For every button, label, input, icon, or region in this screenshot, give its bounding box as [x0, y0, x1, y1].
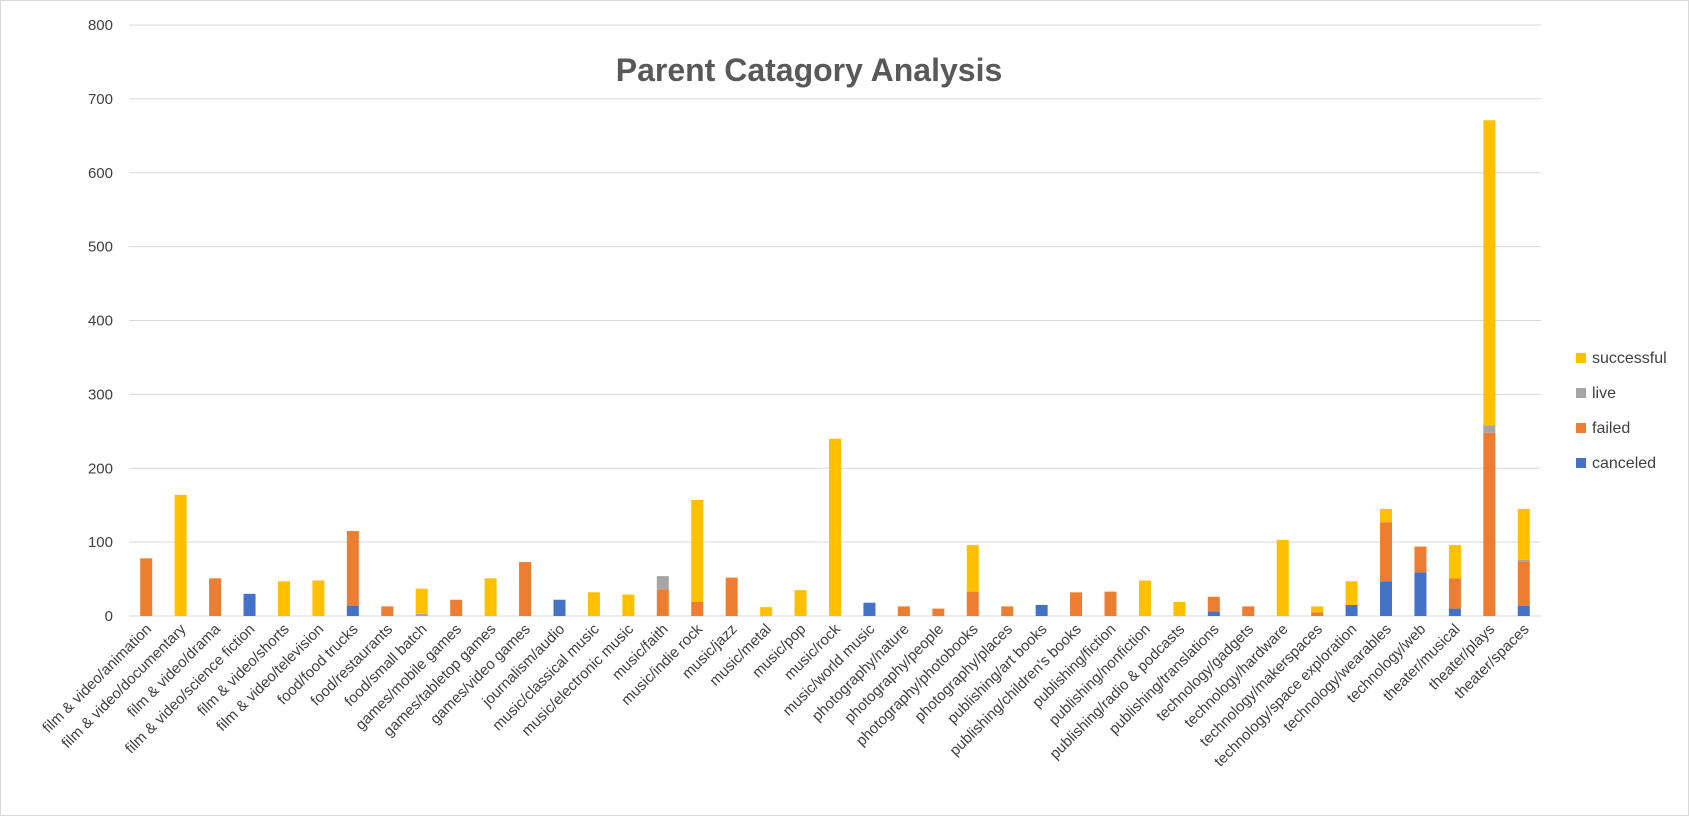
bar-segment-failed	[897, 606, 910, 616]
bar-segment-canceled	[1035, 604, 1048, 616]
bar-segment-successful	[1138, 580, 1151, 616]
bar-segment-successful	[312, 580, 325, 616]
bar-segment-canceled	[1414, 572, 1427, 616]
bars	[140, 120, 1530, 616]
bar-segment-successful	[622, 594, 635, 616]
bar-segment-canceled	[346, 605, 359, 616]
bar-segment-failed	[1517, 561, 1530, 606]
bar-segment-failed	[1207, 596, 1220, 612]
bar-segment-failed	[1001, 606, 1014, 616]
bar-segment-failed	[346, 531, 359, 606]
bar-segment-canceled	[1207, 611, 1220, 616]
bar-segment-failed	[691, 601, 704, 616]
bar-segment-successful	[1517, 508, 1530, 560]
y-tick-label: 700	[88, 91, 113, 108]
bar-segment-successful	[174, 494, 187, 616]
legend-swatch-successful	[1576, 353, 1586, 363]
y-tick-label: 0	[105, 608, 113, 625]
bar-segment-successful	[1483, 120, 1496, 426]
bar-segment-successful	[484, 578, 497, 616]
bar-segment-canceled	[1380, 581, 1393, 616]
legend-swatch-canceled	[1576, 458, 1586, 468]
bar-segment-live	[415, 613, 428, 616]
y-tick-label: 200	[88, 460, 113, 477]
bar-segment-canceled	[863, 602, 876, 616]
bar-segment-failed	[450, 599, 463, 616]
y-tick-label: 600	[88, 165, 113, 182]
bar-segment-successful	[829, 438, 841, 616]
bar-segment-failed	[966, 591, 979, 616]
bar-segment-failed	[1448, 578, 1461, 609]
bar-segment-failed	[1380, 522, 1393, 582]
bar-segment-failed	[725, 577, 738, 616]
bar-segment-failed	[519, 562, 532, 616]
legend-label-successful: successful	[1592, 350, 1667, 367]
bar-segment-canceled	[553, 599, 566, 616]
bar-segment-live	[656, 576, 669, 590]
bar-segment-live	[1483, 425, 1496, 433]
bar-segment-canceled	[1517, 605, 1530, 616]
legend-label-failed: failed	[1592, 420, 1630, 437]
gridlines	[129, 24, 1541, 617]
bar-segment-live	[1517, 559, 1530, 562]
legend-swatch-live	[1576, 388, 1586, 398]
bar-segment-successful	[415, 588, 428, 614]
bar-segment-failed	[140, 558, 153, 616]
bar-segment-successful	[587, 592, 600, 616]
bar-segment-failed	[656, 589, 669, 616]
y-tick-label: 800	[88, 17, 113, 34]
bar-segment-canceled	[1345, 604, 1358, 616]
bar-segment-successful	[277, 581, 290, 616]
y-tick-label: 500	[88, 239, 113, 256]
bar-segment-successful	[1380, 508, 1393, 523]
legend-label-live: live	[1592, 385, 1616, 402]
legend-label-canceled: canceled	[1592, 455, 1656, 472]
bar-segment-successful	[1311, 606, 1324, 613]
bar-segment-failed	[1104, 591, 1117, 616]
bar-segment-failed	[1311, 612, 1324, 616]
y-tick-label: 400	[88, 313, 113, 330]
bar-segment-successful	[966, 545, 979, 592]
bar-segment-failed	[381, 606, 394, 616]
legend: successful live failed canceled	[1576, 350, 1667, 472]
bar-segment-failed	[1483, 432, 1496, 616]
bar-segment-successful	[794, 590, 807, 616]
y-axis-tick-labels: 0 100 200 300 400 500 600 700 800	[88, 17, 113, 625]
chart-title: Parent Catagory Analysis	[616, 52, 1003, 88]
bar-segment-successful	[1173, 601, 1186, 616]
bar-segment-failed	[932, 608, 945, 616]
legend-swatch-failed	[1576, 423, 1586, 433]
bar-segment-successful	[1448, 545, 1461, 579]
y-tick-label: 100	[88, 534, 113, 551]
bar-segment-successful	[760, 607, 773, 616]
bar-segment-successful	[691, 500, 704, 602]
bar-segment-canceled	[243, 593, 256, 616]
bar-segment-canceled	[1448, 608, 1461, 616]
y-tick-label: 300	[88, 386, 113, 403]
bar-segment-failed	[1242, 606, 1255, 616]
bar-segment-failed	[1070, 592, 1083, 616]
bar-segment-failed	[209, 578, 222, 616]
bar-segment-successful	[1345, 581, 1358, 605]
bar-segment-failed	[1414, 546, 1427, 573]
bar-segment-successful	[1276, 539, 1289, 616]
